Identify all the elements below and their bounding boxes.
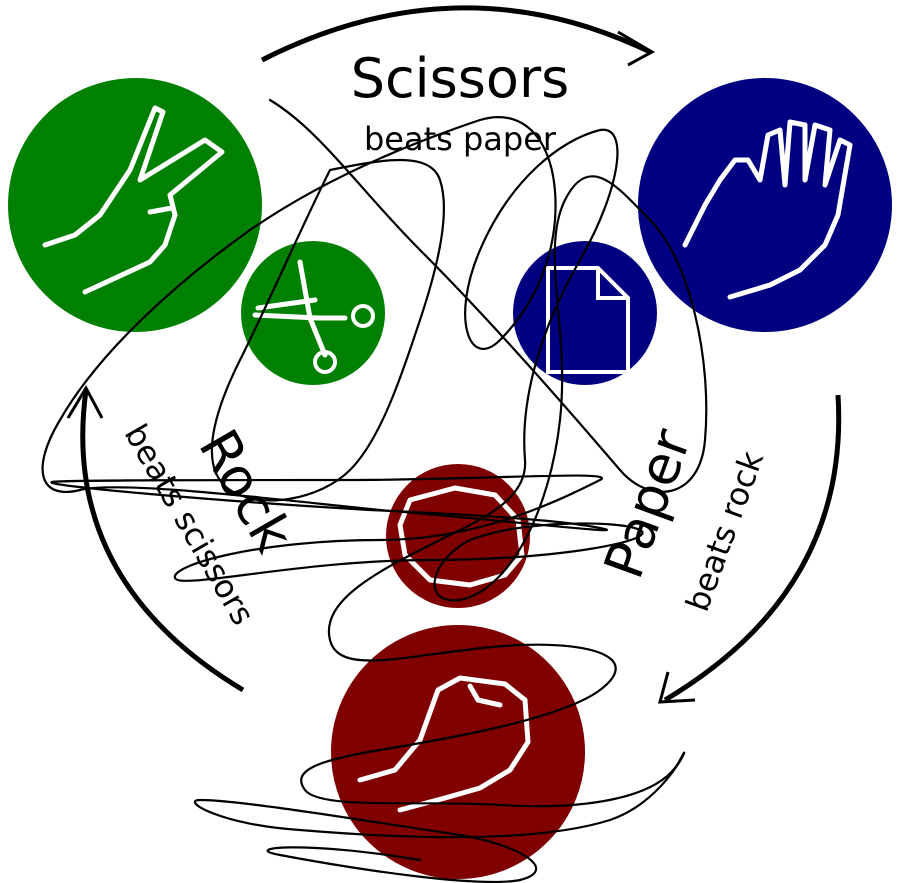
scribble-overlay — [41, 98, 708, 883]
arrowhead-top — [617, 30, 656, 67]
paper-hand-circle — [636, 76, 894, 334]
arrow-rock-to-scissors — [80, 389, 245, 693]
paper-object-circle — [511, 239, 659, 387]
open-hand-icon — [682, 119, 853, 300]
arrow-scissors-to-paper — [260, 5, 652, 63]
victory-hand-icon — [42, 105, 225, 295]
document-icon — [546, 266, 630, 374]
arrowhead-left — [66, 384, 104, 419]
scissors-hand-circle — [6, 76, 264, 334]
scissors-icon — [252, 259, 375, 374]
scissors-title: Scissors — [351, 47, 570, 110]
arrow-paper-to-rock — [663, 394, 842, 703]
arrowhead-right — [658, 671, 696, 704]
scribble-overlay-2 — [210, 158, 445, 502]
rock-icon — [397, 485, 525, 588]
fist-icon — [357, 675, 531, 813]
scissors-object-circle — [239, 239, 387, 387]
paper-title: Paper — [592, 420, 704, 586]
rock-object-circle — [384, 462, 532, 610]
